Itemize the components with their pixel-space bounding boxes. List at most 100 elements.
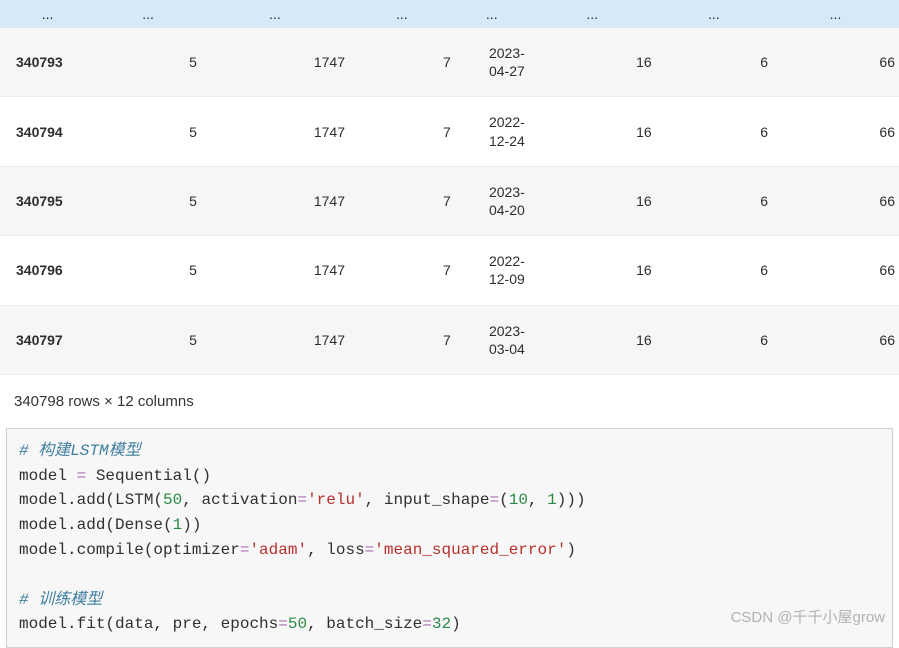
code-operator: = xyxy=(278,615,288,633)
cell: 1747 xyxy=(201,97,349,166)
ellipsis-cell: ... xyxy=(201,0,349,28)
code-text: ) xyxy=(566,541,576,559)
code-operator: = xyxy=(365,541,375,559)
table-row: 340797 5 1747 7 2023- 03-04 16 6 66 xyxy=(0,305,899,374)
code-operator: = xyxy=(297,491,307,509)
code-text: ( xyxy=(499,491,509,509)
ellipsis-cell: ... xyxy=(349,0,455,28)
code-text: , batch_size xyxy=(307,615,422,633)
cell-date: 2023- 03-04 xyxy=(455,305,529,374)
code-operator: = xyxy=(240,541,250,559)
cell: 1747 xyxy=(201,305,349,374)
code-number: 32 xyxy=(432,615,451,633)
code-text: , activation xyxy=(182,491,297,509)
code-comment: # 训练模型 xyxy=(19,591,102,609)
code-string: 'mean_squared_error' xyxy=(374,541,566,559)
cell: 7 xyxy=(349,97,455,166)
code-text: )) xyxy=(182,516,201,534)
code-comment: # 构建LSTM模型 xyxy=(19,442,141,460)
code-operator: = xyxy=(422,615,432,633)
ellipsis-cell: ... xyxy=(772,0,899,28)
date-line2: 03-04 xyxy=(489,341,525,357)
cell: 16 xyxy=(529,28,656,97)
cell-date: 2023- 04-27 xyxy=(455,28,529,97)
row-index: 340797 xyxy=(0,305,95,374)
cell: 1747 xyxy=(201,236,349,305)
code-text: model xyxy=(19,467,77,485)
cell: 7 xyxy=(349,166,455,235)
code-text: , input_shape xyxy=(365,491,490,509)
cell-date: 2023- 04-20 xyxy=(455,166,529,235)
cell: 16 xyxy=(529,305,656,374)
code-text: , loss xyxy=(307,541,365,559)
date-line2: 12-24 xyxy=(489,133,525,149)
cell: 6 xyxy=(656,28,772,97)
code-string: 'adam' xyxy=(249,541,307,559)
code-number: 50 xyxy=(163,491,182,509)
cell: 5 xyxy=(95,28,201,97)
code-text: model.add(LSTM( xyxy=(19,491,163,509)
cell: 66 xyxy=(772,305,899,374)
table-row: 340795 5 1747 7 2023- 04-20 16 6 66 xyxy=(0,166,899,235)
cell: 16 xyxy=(529,166,656,235)
code-text: model.fit(data, pre, epochs xyxy=(19,615,278,633)
dataframe-table: ... ... ... ... ... ... ... ... 340793 5… xyxy=(0,0,899,375)
code-text: ))) xyxy=(557,491,586,509)
cell: 16 xyxy=(529,236,656,305)
cell: 6 xyxy=(656,236,772,305)
cell: 6 xyxy=(656,305,772,374)
date-line1: 2022- xyxy=(489,114,525,130)
ellipsis-cell: ... xyxy=(455,0,529,28)
cell: 5 xyxy=(95,236,201,305)
ellipsis-cell: ... xyxy=(529,0,656,28)
dataframe-shape-summary: 340798 rows × 12 columns xyxy=(0,375,899,428)
row-index: 340794 xyxy=(0,97,95,166)
cell-date: 2022- 12-09 xyxy=(455,236,529,305)
table-row: 340796 5 1747 7 2022- 12-09 16 6 66 xyxy=(0,236,899,305)
date-line1: 2022- xyxy=(489,253,525,269)
cell: 7 xyxy=(349,236,455,305)
cell: 66 xyxy=(772,28,899,97)
code-number: 50 xyxy=(288,615,307,633)
code-number: 10 xyxy=(509,491,528,509)
code-text: model.compile(optimizer xyxy=(19,541,240,559)
date-line1: 2023- xyxy=(489,45,525,61)
cell: 7 xyxy=(349,305,455,374)
date-line1: 2023- xyxy=(489,323,525,339)
cell: 6 xyxy=(656,97,772,166)
date-line2: 04-27 xyxy=(489,63,525,79)
cell: 66 xyxy=(772,166,899,235)
code-number: 1 xyxy=(547,491,557,509)
cell: 1747 xyxy=(201,166,349,235)
ellipsis-cell: ... xyxy=(0,0,95,28)
row-index: 340793 xyxy=(0,28,95,97)
cell: 1747 xyxy=(201,28,349,97)
table-row: 340793 5 1747 7 2023- 04-27 16 6 66 xyxy=(0,28,899,97)
row-index: 340796 xyxy=(0,236,95,305)
ellipsis-cell: ... xyxy=(95,0,201,28)
cell-date: 2022- 12-24 xyxy=(455,97,529,166)
date-line2: 04-20 xyxy=(489,202,525,218)
cell: 66 xyxy=(772,236,899,305)
ellipsis-cell: ... xyxy=(656,0,772,28)
cell: 5 xyxy=(95,97,201,166)
code-operator: = xyxy=(77,467,87,485)
code-string: 'relu' xyxy=(307,491,365,509)
code-number: 1 xyxy=(173,516,183,534)
date-line1: 2023- xyxy=(489,184,525,200)
code-text: , xyxy=(528,491,547,509)
table-row: 340794 5 1747 7 2022-12-24 16 6 66 xyxy=(0,97,899,166)
code-cell[interactable]: # 构建LSTM模型 model = Sequential() model.ad… xyxy=(6,428,893,648)
row-index: 340795 xyxy=(0,166,95,235)
code-text: Sequential() xyxy=(86,467,211,485)
code-operator: = xyxy=(490,491,500,509)
cell: 66 xyxy=(772,97,899,166)
cell: 7 xyxy=(349,28,455,97)
cell: 5 xyxy=(95,166,201,235)
date-line2: 12-09 xyxy=(489,271,525,287)
code-text: ) xyxy=(451,615,461,633)
table-ellipsis-row: ... ... ... ... ... ... ... ... xyxy=(0,0,899,28)
cell: 6 xyxy=(656,166,772,235)
code-text: model.add(Dense( xyxy=(19,516,173,534)
cell: 5 xyxy=(95,305,201,374)
